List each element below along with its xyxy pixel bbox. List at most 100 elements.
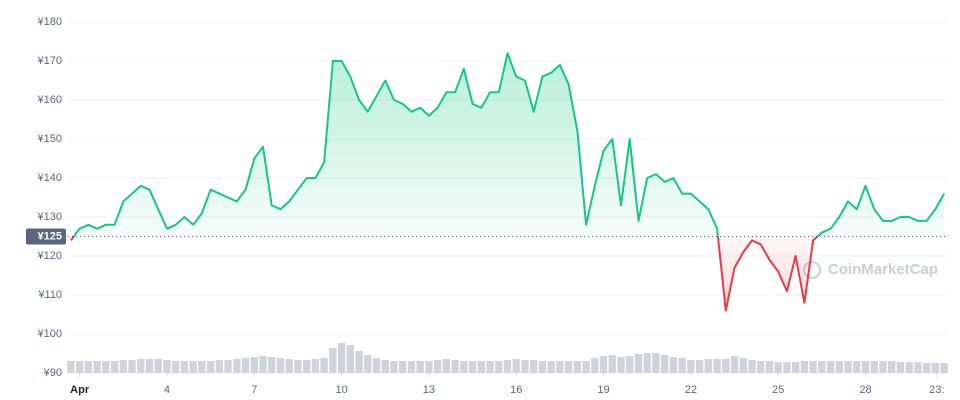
volume-bar (416, 361, 424, 373)
volume-bar (800, 361, 809, 373)
volume-bar (888, 361, 896, 373)
volume-bar (137, 359, 145, 373)
volume-bar (355, 351, 363, 373)
volume-bar (250, 357, 258, 373)
volume-bar (599, 356, 608, 373)
volume-bar (826, 361, 835, 373)
y-tick-label: ¥130 (37, 211, 62, 223)
volume-bar (268, 357, 276, 373)
volume-bar (704, 359, 712, 373)
y-tick-label: ¥90 (43, 367, 62, 379)
volume-bar (154, 359, 162, 373)
volume-bar (687, 360, 695, 373)
volume-bar (922, 363, 931, 373)
x-tick-label: 13 (423, 384, 435, 396)
volume-bar (564, 361, 573, 373)
volume-bar (320, 358, 328, 373)
y-tick-label: ¥150 (37, 133, 62, 145)
volume-bar (783, 362, 791, 373)
x-tick-label: 10 (335, 384, 347, 396)
volume-bar (259, 356, 267, 373)
volume-bar (835, 361, 843, 373)
volume-bar (215, 360, 224, 373)
volume-bar (128, 360, 136, 373)
volume-bar (399, 361, 407, 373)
volume-bar (241, 358, 250, 373)
volume-bar (931, 363, 940, 373)
volume-bar (547, 361, 555, 373)
volume-bar (521, 360, 529, 373)
volume-bar (67, 361, 75, 373)
volume-bar (311, 359, 320, 373)
volume-bar (844, 361, 852, 373)
watermark: CoinMarketCap (828, 261, 938, 278)
volume-bar (294, 360, 302, 373)
volume-bar (337, 343, 346, 373)
volume-bar (879, 361, 887, 373)
volume-bar (669, 357, 678, 373)
volume-bar (119, 360, 127, 373)
volume-bar (206, 361, 215, 373)
volume-bar (364, 355, 372, 373)
y-tick-label: ¥170 (37, 55, 62, 67)
x-tick-label: Apr (70, 384, 90, 396)
volume-bar (110, 361, 119, 373)
volume-bar (460, 361, 468, 373)
volume-bar (739, 358, 747, 373)
volume-bar (442, 359, 451, 373)
y-tick-label: ¥100 (37, 328, 62, 340)
volume-bar (678, 358, 686, 373)
volume-bar (503, 360, 512, 373)
volume-bar (451, 360, 459, 373)
volume-bar (722, 359, 730, 373)
x-tick-label: 23: (929, 384, 944, 396)
volume-bar (791, 362, 800, 373)
volume-bar (730, 356, 739, 373)
volume-bar (224, 360, 232, 373)
volume-bar (172, 361, 180, 373)
volume-bar (765, 361, 774, 373)
volume-bar (573, 361, 582, 373)
volume-bar (530, 360, 538, 373)
volume-bar (818, 361, 826, 373)
volume-bar (809, 361, 817, 373)
volume-bar (145, 359, 154, 373)
volume-bar (372, 358, 381, 373)
volume-bar (556, 361, 564, 373)
volume-bar (643, 353, 651, 373)
volume-bar (346, 345, 354, 373)
volume-bar (617, 357, 625, 373)
volume-bar (870, 361, 878, 373)
volume-bar (75, 361, 84, 373)
volume-bar (853, 361, 861, 373)
volume-bar (303, 360, 311, 373)
x-tick-label: 4 (164, 384, 170, 396)
baseline-label: ¥125 (38, 230, 62, 242)
volume-bar (276, 358, 285, 373)
volume-bar (468, 361, 477, 373)
volume-bar (425, 361, 433, 373)
volume-bar (695, 360, 704, 373)
volume-bar (626, 356, 634, 373)
volume-bar (495, 361, 503, 373)
y-tick-label: ¥180 (37, 16, 62, 28)
volume-bar (189, 361, 197, 373)
volume-bar (914, 362, 922, 373)
y-tick-label: ¥120 (37, 250, 62, 262)
volume-bar (390, 361, 398, 373)
volume-bar (102, 361, 110, 373)
volume-bar (486, 361, 494, 373)
volume-bar (180, 361, 189, 373)
volume-bar (198, 361, 206, 373)
volume-bar (477, 361, 485, 373)
volume-bar (591, 358, 599, 373)
y-tick-label: ¥110 (37, 289, 62, 301)
volume-bar (652, 353, 660, 373)
volume-bar (713, 359, 721, 373)
volume-bar (774, 362, 782, 373)
volume-bar (93, 361, 101, 373)
y-tick-label: ¥140 (37, 172, 62, 184)
price-line (70, 52, 945, 312)
volume-bar (582, 361, 590, 373)
